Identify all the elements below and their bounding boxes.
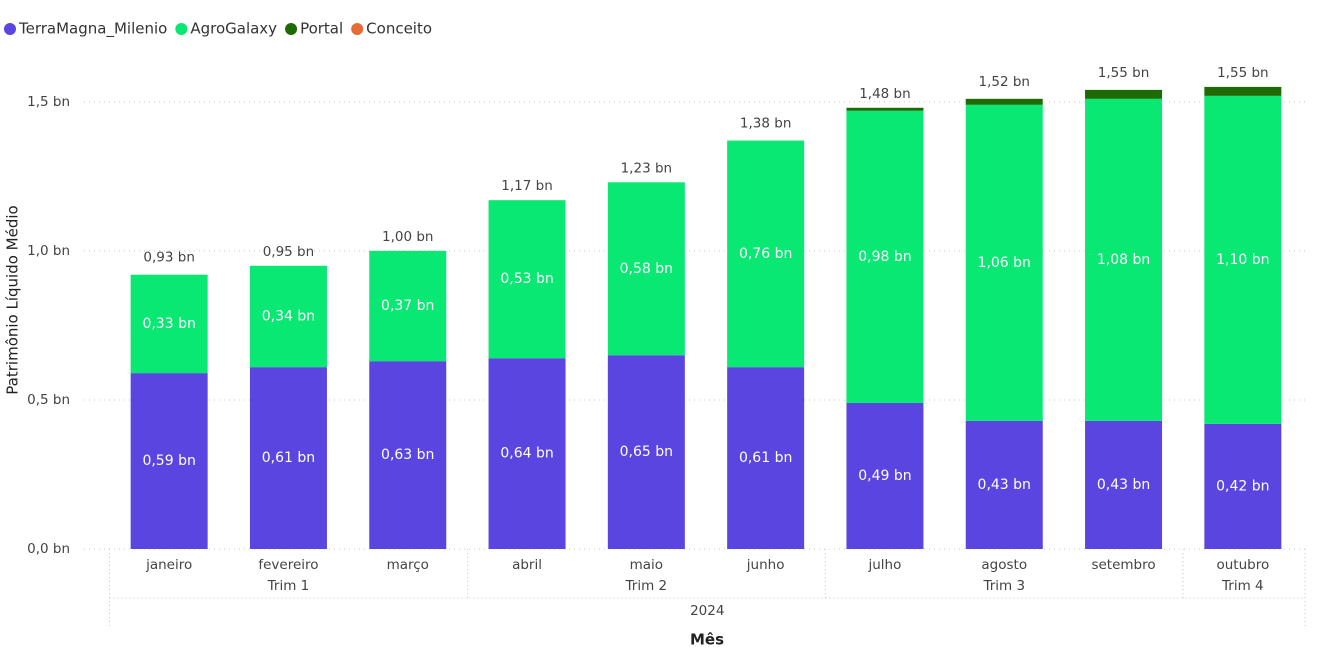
total-label: 1,55 bn <box>1098 65 1149 81</box>
legend-marker <box>285 23 298 35</box>
bar-segment <box>130 274 208 374</box>
bar-segment <box>1204 95 1282 424</box>
x-tick-label: março <box>387 557 429 573</box>
total-label: 1,00 bn <box>382 229 433 245</box>
bar-segment <box>1204 423 1282 549</box>
total-label: 0,95 bn <box>263 244 314 260</box>
year-label: 2024 <box>690 603 724 619</box>
y-tick-label: 1,5 bn <box>27 94 70 110</box>
y-tick-label: 1,0 bn <box>27 243 70 259</box>
total-label: 1,52 bn <box>979 74 1030 90</box>
bar-segment <box>727 140 805 368</box>
value-label: 0,63 bn <box>381 447 434 463</box>
bar-segment <box>965 104 1043 421</box>
x-tick-label: fevereiro <box>258 557 318 573</box>
x-axis-title: Mês <box>690 631 724 649</box>
total-label: 1,48 bn <box>859 86 910 102</box>
bar-segment <box>1204 86 1282 96</box>
y-tick-label: 0,5 bn <box>27 392 70 408</box>
value-label: 0,59 bn <box>142 453 195 469</box>
total-label: 1,23 bn <box>621 160 672 176</box>
bar-segment <box>607 182 685 356</box>
y-tick-label: 0,0 bn <box>27 541 70 557</box>
bar-segment <box>249 367 327 549</box>
bar-segment <box>369 361 447 549</box>
value-label: 0,61 bn <box>739 450 792 466</box>
x-tick-label: janeiro <box>145 557 192 573</box>
quarter-label: Trim 3 <box>982 578 1025 594</box>
total-label: 1,38 bn <box>740 116 791 132</box>
legend-label: TerraMagna_Milenio <box>18 20 167 39</box>
bar-segment <box>607 355 685 549</box>
value-label: 0,61 bn <box>262 450 315 466</box>
quarter-label: Trim 1 <box>267 578 310 594</box>
bar-segment <box>846 110 924 403</box>
bar-segment <box>965 420 1043 549</box>
value-label: 0,64 bn <box>500 446 553 462</box>
legend-marker <box>175 23 188 35</box>
x-tick-label: agosto <box>981 557 1027 573</box>
x-tick-label: abril <box>512 557 542 573</box>
bar-segment <box>1085 89 1163 99</box>
bar-segment <box>846 402 924 549</box>
value-label: 0,43 bn <box>978 477 1031 493</box>
legend-label: AgroGalaxy <box>190 20 277 38</box>
bar-segment <box>488 200 566 359</box>
value-label: 1,06 bn <box>978 255 1031 271</box>
quarter-label: Trim 2 <box>625 578 668 594</box>
bar-segment <box>1085 420 1163 549</box>
quarter-label: Trim 4 <box>1221 578 1264 594</box>
bar-segment <box>369 250 447 362</box>
value-label: 0,42 bn <box>1216 478 1269 494</box>
x-tick-label: maio <box>630 557 663 573</box>
bar-segment <box>249 265 327 368</box>
value-label: 1,10 bn <box>1216 252 1269 268</box>
value-label: 1,08 bn <box>1097 252 1150 268</box>
total-label: 1,55 bn <box>1217 65 1268 81</box>
legend-marker <box>4 23 16 35</box>
x-tick-label: setembro <box>1091 557 1155 573</box>
legend-label: Conceito <box>366 20 432 38</box>
value-label: 0,76 bn <box>739 246 792 262</box>
value-label: 0,33 bn <box>142 316 195 332</box>
value-label: 0,37 bn <box>381 298 434 314</box>
legend-label: Portal <box>300 20 343 38</box>
bar-segment <box>488 358 566 549</box>
value-label: 0,58 bn <box>620 261 673 277</box>
value-label: 0,49 bn <box>858 468 911 484</box>
bar-segment <box>965 98 1043 105</box>
x-tick-label: outubro <box>1216 557 1269 573</box>
total-label: 1,17 bn <box>501 178 552 194</box>
x-tick-label: junho <box>746 557 785 573</box>
value-label: 0,53 bn <box>500 271 553 287</box>
total-label: 0,93 bn <box>143 250 194 266</box>
bar-segment <box>727 367 805 549</box>
value-label: 0,34 bn <box>262 308 315 324</box>
bar-segment <box>846 107 924 111</box>
value-label: 0,43 bn <box>1097 477 1150 493</box>
x-tick-label: julho <box>868 557 902 573</box>
legend-marker <box>351 23 364 35</box>
bar-segment <box>1085 98 1163 421</box>
value-label: 0,98 bn <box>858 249 911 265</box>
y-axis-title: Patrimônio Líquido Médio <box>4 205 22 394</box>
bar-segment <box>130 373 208 549</box>
value-label: 0,65 bn <box>620 444 673 460</box>
